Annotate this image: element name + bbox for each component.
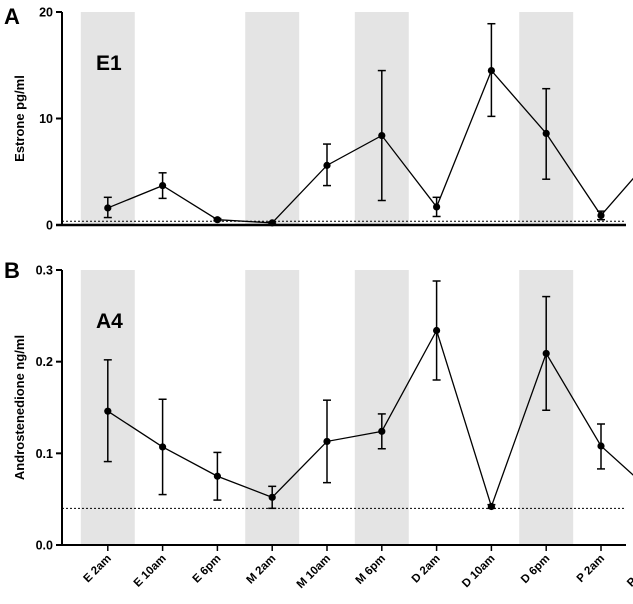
y-axis-label: Androstenedione ng/ml bbox=[12, 335, 27, 480]
data-point bbox=[323, 437, 331, 446]
panel-title: E1 bbox=[96, 52, 122, 75]
y-tick-label: 0.3 bbox=[36, 264, 53, 278]
y-axis-label: Estrone pg/ml bbox=[12, 75, 27, 162]
x-tick-label: E 2am bbox=[81, 553, 113, 585]
data-point bbox=[597, 211, 605, 220]
data-point bbox=[487, 66, 495, 75]
data-point bbox=[378, 131, 386, 140]
x-tick-label: M 10am bbox=[295, 553, 333, 591]
y-tick-label: 20 bbox=[39, 6, 53, 20]
x-tick-label: P 2am bbox=[575, 553, 607, 585]
x-tick-label: D 10am bbox=[460, 553, 497, 590]
data-point bbox=[323, 161, 331, 169]
chart-panel-b: 0.0 0.1 0.2 0.3 Androstenedione ng/ml B A4 E 2a… bbox=[4, 258, 633, 591]
data-point bbox=[378, 427, 386, 435]
x-tick-label: D 6pm bbox=[519, 553, 552, 586]
data-point bbox=[213, 472, 221, 480]
data-point bbox=[159, 181, 167, 190]
data-point bbox=[597, 442, 605, 450]
y-tick-label: 0.1 bbox=[36, 447, 53, 461]
y-tick-label: 0.2 bbox=[36, 355, 53, 369]
panel-title: A4 bbox=[96, 310, 123, 333]
shaded-band bbox=[245, 12, 300, 225]
x-tick-label: M 2am bbox=[245, 553, 279, 587]
x-tick-label: M 6pm bbox=[354, 553, 388, 587]
y-tick-label: 0 bbox=[46, 219, 53, 233]
data-point bbox=[104, 407, 112, 415]
x-tick-label: E 10am bbox=[132, 553, 169, 590]
panel-letter: A bbox=[4, 4, 20, 29]
data-point bbox=[542, 349, 550, 358]
x-tick-label: E 6pm bbox=[191, 553, 224, 586]
data-point bbox=[213, 216, 221, 224]
shaded-band bbox=[80, 12, 135, 225]
y-tick-label: 10 bbox=[39, 112, 53, 126]
data-point bbox=[268, 493, 276, 501]
data-point bbox=[159, 443, 167, 451]
data-point bbox=[433, 326, 441, 335]
shaded-band bbox=[354, 270, 409, 545]
data-point bbox=[433, 203, 441, 211]
data-point bbox=[268, 219, 276, 227]
data-point bbox=[542, 129, 550, 138]
x-tick-label: P 10am bbox=[625, 553, 633, 590]
data-point bbox=[104, 204, 112, 212]
x-tick-label: D 2am bbox=[410, 553, 443, 586]
y-tick-label: 0.0 bbox=[36, 539, 53, 553]
chart-panel-a: 0 10 20 Estrone pg/ml A E1 bbox=[4, 4, 633, 233]
data-point bbox=[487, 502, 495, 511]
panel-letter: B bbox=[4, 258, 20, 283]
